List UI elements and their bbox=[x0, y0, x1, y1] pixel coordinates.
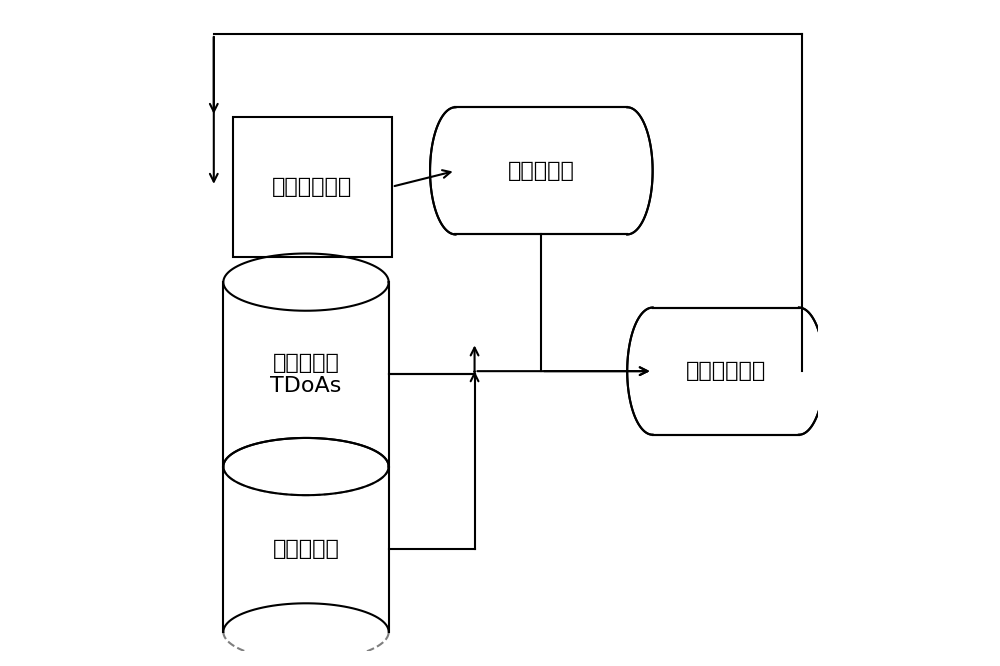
Text: 两个接收点
TDoAs: 两个接收点 TDoAs bbox=[270, 353, 342, 396]
Text: 有效声音速度: 有效声音速度 bbox=[686, 361, 766, 381]
Polygon shape bbox=[223, 282, 389, 467]
Text: 卡尔曼滤波器: 卡尔曼滤波器 bbox=[272, 176, 353, 196]
Text: 接收点位置: 接收点位置 bbox=[273, 539, 339, 559]
Bar bbox=[455, 107, 627, 234]
Text: 目标源位置: 目标源位置 bbox=[508, 161, 575, 181]
Bar bbox=[653, 308, 799, 435]
Polygon shape bbox=[430, 107, 653, 234]
Polygon shape bbox=[627, 308, 824, 435]
Polygon shape bbox=[223, 467, 389, 632]
FancyBboxPatch shape bbox=[233, 117, 392, 256]
